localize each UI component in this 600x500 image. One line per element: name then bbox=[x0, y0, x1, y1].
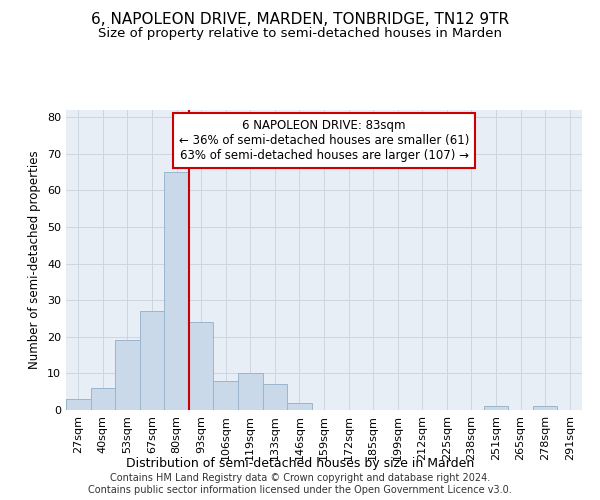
Text: Distribution of semi-detached houses by size in Marden: Distribution of semi-detached houses by … bbox=[126, 458, 474, 470]
Bar bbox=[91, 388, 115, 410]
Bar bbox=[238, 374, 263, 410]
Bar bbox=[484, 406, 508, 410]
Bar bbox=[214, 380, 238, 410]
Text: Contains HM Land Registry data © Crown copyright and database right 2024.
Contai: Contains HM Land Registry data © Crown c… bbox=[88, 474, 512, 495]
Bar bbox=[164, 172, 189, 410]
Bar bbox=[115, 340, 140, 410]
Text: Size of property relative to semi-detached houses in Marden: Size of property relative to semi-detach… bbox=[98, 28, 502, 40]
Y-axis label: Number of semi-detached properties: Number of semi-detached properties bbox=[28, 150, 41, 370]
Bar bbox=[66, 399, 91, 410]
Text: 6, NAPOLEON DRIVE, MARDEN, TONBRIDGE, TN12 9TR: 6, NAPOLEON DRIVE, MARDEN, TONBRIDGE, TN… bbox=[91, 12, 509, 28]
Bar bbox=[140, 311, 164, 410]
Bar bbox=[533, 406, 557, 410]
Bar bbox=[189, 322, 214, 410]
Bar bbox=[263, 384, 287, 410]
Text: 6 NAPOLEON DRIVE: 83sqm
← 36% of semi-detached houses are smaller (61)
63% of se: 6 NAPOLEON DRIVE: 83sqm ← 36% of semi-de… bbox=[179, 119, 469, 162]
Bar bbox=[287, 402, 312, 410]
